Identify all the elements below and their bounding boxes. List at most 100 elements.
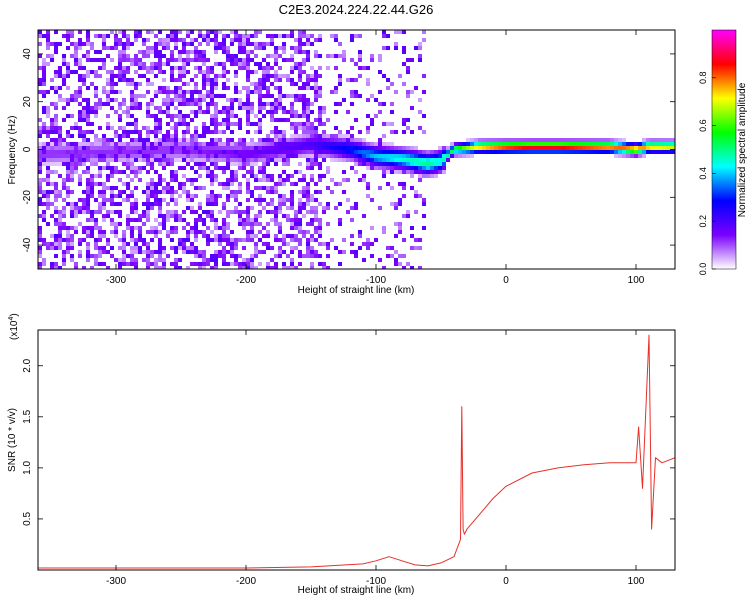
spectrogram-cell bbox=[410, 234, 414, 238]
spectrogram-cell bbox=[334, 134, 338, 138]
spectrogram-cell bbox=[146, 262, 150, 266]
spectrogram-cell bbox=[70, 94, 74, 98]
spectrogram-cell bbox=[350, 250, 354, 254]
spectrogram-cell bbox=[198, 262, 202, 266]
spectrogram-cell bbox=[202, 94, 206, 98]
spectrogram-cell bbox=[314, 162, 318, 166]
spectrogram-cell bbox=[62, 214, 66, 218]
spectrogram-cell bbox=[378, 158, 382, 162]
spectrogram-cell bbox=[158, 154, 162, 158]
spectrogram-cell bbox=[170, 54, 174, 58]
spectrogram-cell bbox=[106, 186, 110, 190]
spectrogram-cell bbox=[202, 70, 206, 74]
spectrogram-cell bbox=[182, 186, 186, 190]
spectrogram-cell bbox=[306, 230, 310, 234]
spectrogram-cell bbox=[118, 146, 122, 150]
spectrogram-cell bbox=[282, 46, 286, 50]
spectrogram-cell bbox=[230, 146, 234, 150]
spectrogram-cell bbox=[42, 106, 46, 110]
spectrogram-cell bbox=[470, 146, 474, 150]
spectrogram-cell bbox=[226, 122, 230, 126]
spectrogram-cell bbox=[670, 138, 674, 142]
spectrogram-cell bbox=[302, 150, 306, 154]
spectrogram-cell bbox=[146, 142, 150, 146]
spectrogram-cell bbox=[66, 154, 70, 158]
spectrogram-cell bbox=[298, 262, 302, 266]
spectrogram-cell bbox=[610, 146, 614, 150]
spectrogram-cell bbox=[318, 150, 322, 154]
spectrogram-cell bbox=[370, 226, 374, 230]
spectrogram-cell bbox=[234, 30, 238, 34]
spectrogram-cell bbox=[178, 138, 182, 142]
colorbar: 0.00.20.40.60.8 Normalized spectral ampl… bbox=[698, 29, 748, 275]
spectrogram-cell bbox=[62, 78, 66, 82]
spectrogram-cell bbox=[154, 122, 158, 126]
spectrogram-cell bbox=[334, 110, 338, 114]
spectrogram-cell bbox=[110, 86, 114, 90]
spectrogram-cell bbox=[162, 78, 166, 82]
spectrogram-cell bbox=[102, 146, 106, 150]
spectrogram-cell bbox=[190, 30, 194, 34]
spectrogram-cell bbox=[102, 218, 106, 222]
spectrogram-cell bbox=[290, 226, 294, 230]
spectrogram-cell bbox=[122, 234, 126, 238]
spectrogram-cell bbox=[250, 42, 254, 46]
spectrogram-cell bbox=[202, 134, 206, 138]
spectrogram-cell bbox=[58, 94, 62, 98]
spectrogram-cell bbox=[306, 82, 310, 86]
spectrogram-cell bbox=[134, 250, 138, 254]
spectrogram-cell bbox=[50, 162, 54, 166]
spectrogram-cell bbox=[258, 150, 262, 154]
spectrogram-cell bbox=[318, 38, 322, 42]
spectrogram-cell bbox=[118, 150, 122, 154]
spectrogram-cell bbox=[390, 246, 394, 250]
x-tick-label: 0 bbox=[503, 576, 509, 587]
spectrogram-cell bbox=[154, 234, 158, 238]
spectrogram-cell bbox=[494, 142, 498, 146]
spectrogram-cell bbox=[402, 62, 406, 66]
spectrogram-cell bbox=[170, 262, 174, 266]
spectrogram-cell bbox=[146, 134, 150, 138]
spectrogram-cell bbox=[66, 34, 70, 38]
spectrogram-cell bbox=[230, 158, 234, 162]
spectrogram-cell bbox=[258, 86, 262, 90]
spectrogram-cell bbox=[330, 90, 334, 94]
spectrogram-cell bbox=[182, 166, 186, 170]
spectrogram-cell bbox=[190, 38, 194, 42]
spectrogram-cell bbox=[70, 238, 74, 242]
spectrogram-cell bbox=[246, 150, 250, 154]
spectrogram-cell bbox=[482, 150, 486, 154]
spectrogram-cell bbox=[106, 90, 110, 94]
spectrogram-cell bbox=[442, 150, 446, 154]
spectrogram-cell bbox=[406, 118, 410, 122]
spectrogram-cell bbox=[254, 222, 258, 226]
spectrogram-cell bbox=[418, 154, 422, 158]
spectrogram-cell bbox=[470, 142, 474, 146]
spectrogram-cell bbox=[134, 62, 138, 66]
spectrogram-cell bbox=[438, 166, 442, 170]
spectrogram-cell bbox=[78, 102, 82, 106]
spectrogram-cell bbox=[62, 226, 66, 230]
spectrogram-cell bbox=[286, 118, 290, 122]
spectrogram-cell bbox=[138, 166, 142, 170]
spectrogram-cell bbox=[222, 42, 226, 46]
spectrogram-cell bbox=[126, 182, 130, 186]
spectrogram-cell bbox=[138, 62, 142, 66]
spectrogram-cell bbox=[86, 234, 90, 238]
spectrogram-cell bbox=[634, 146, 638, 150]
spectrogram-cell bbox=[246, 102, 250, 106]
spectrogram-cell bbox=[154, 34, 158, 38]
spectrogram-cell bbox=[378, 138, 382, 142]
spectrogram-cell bbox=[194, 138, 198, 142]
spectrogram-cell bbox=[446, 158, 450, 162]
spectrogram-cell bbox=[302, 70, 306, 74]
spectrogram-cell bbox=[38, 254, 42, 258]
spectrogram-cell bbox=[210, 94, 214, 98]
spectrogram-cell bbox=[62, 182, 66, 186]
spectrogram-cell bbox=[318, 254, 322, 258]
spectrogram-cell bbox=[298, 198, 302, 202]
spectrogram-cell bbox=[190, 146, 194, 150]
spectrogram-cell bbox=[118, 30, 122, 34]
spectrogram-cell bbox=[222, 222, 226, 226]
spectrogram-cell bbox=[654, 142, 658, 146]
